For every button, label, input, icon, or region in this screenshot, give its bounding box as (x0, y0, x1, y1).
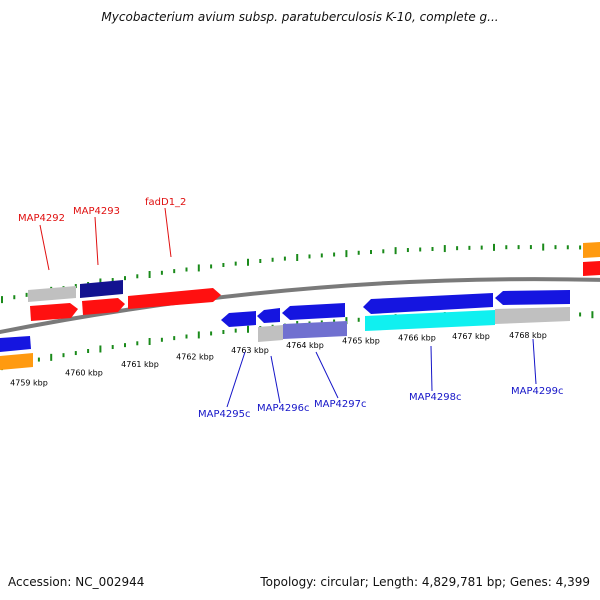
gene-label-fadd1-2[interactable]: fadD1_2 (145, 197, 186, 208)
gene-red-edge-top[interactable] (583, 261, 600, 276)
leader-map4296c (270, 355, 281, 404)
gene-cyan-map4298c-reverse[interactable] (365, 310, 495, 331)
ruler-label-5: 4764 kbp (286, 341, 324, 350)
gene-label-map4298c[interactable]: MAP4298c (409, 392, 461, 403)
gene-gray-map4292-forward[interactable] (28, 286, 76, 302)
gene-navy-map4293-forward[interactable] (80, 280, 123, 298)
gene-blue-map4299c[interactable] (495, 290, 570, 305)
gene-purple-map4297c-reverse[interactable] (283, 321, 347, 339)
map-title: Mycobacterium avium subsp. paratuberculo… (101, 10, 499, 24)
leader-map4293 (94, 216, 99, 266)
leader-fadd1-2 (164, 207, 172, 258)
gene-blue-map4295c[interactable] (221, 311, 256, 327)
gene-blue-edge-left[interactable] (0, 336, 31, 352)
gene-label-map4295c[interactable]: MAP4295c (198, 409, 250, 420)
gene-label-map4293[interactable]: MAP4293 (73, 206, 120, 217)
gene-label-map4299c[interactable]: MAP4299c (511, 386, 563, 397)
ruler-label-9: 4768 kbp (509, 331, 547, 340)
ruler-labels: 4759 kbp 4760 kbp 4761 kbp 4762 kbp 4763 kbp… (10, 331, 547, 387)
genome-backbone (0, 277, 600, 335)
ruler-label-8: 4767 kbp (452, 332, 490, 341)
gene-red-map4292[interactable] (30, 303, 78, 321)
gene-gray-map4296c-reverse[interactable] (258, 325, 283, 342)
ruler-label-6: 4765 kbp (342, 337, 380, 346)
gene-orange-edge-top[interactable] (583, 242, 600, 258)
gene-blue-map4298c[interactable] (363, 293, 493, 314)
accession-text: Accession: NC_002944 (8, 575, 145, 589)
gene-blue-map4297c[interactable] (282, 303, 345, 320)
gene-gray-map4299c-reverse[interactable] (495, 307, 570, 324)
gene-labels: MAP4292 MAP4293 fadD1_2 MAP4295c MAP4296… (18, 197, 563, 420)
gene-label-map4296c[interactable]: MAP4296c (257, 403, 309, 414)
gene-orange-edge-left[interactable] (0, 353, 33, 370)
leader-map4299c (532, 338, 537, 385)
gene-red-fadd1-2[interactable] (128, 288, 221, 309)
ruler-label-0: 4759 kbp (10, 378, 48, 387)
ruler-label-3: 4762 kbp (176, 352, 214, 361)
leader-map4298c (430, 345, 433, 392)
gene-features (0, 242, 600, 370)
label-leader-lines (39, 207, 537, 408)
leader-map4295c (226, 351, 246, 408)
ruler-label-1: 4760 kbp (65, 369, 103, 378)
gene-red-map4293[interactable] (82, 298, 125, 315)
gene-label-map4292[interactable]: MAP4292 (18, 213, 65, 224)
gene-label-map4297c[interactable]: MAP4297c (314, 399, 366, 410)
ruler-label-4: 4763 kbp (231, 346, 269, 355)
leader-map4297c (315, 351, 339, 399)
ruler-label-2: 4761 kbp (121, 360, 159, 369)
leader-map4292 (39, 224, 50, 271)
genome-stats-text: Topology: circular; Length: 4,829,781 bp… (260, 575, 590, 589)
gene-blue-map4296c[interactable] (257, 308, 280, 323)
ruler-label-7: 4766 kbp (398, 334, 436, 343)
